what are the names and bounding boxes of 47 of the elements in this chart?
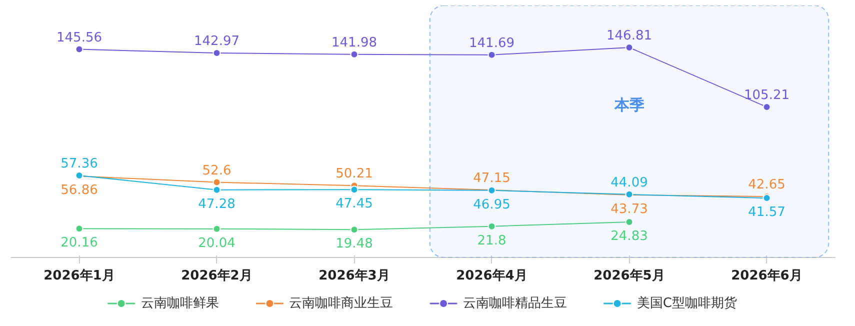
data-label: 46.95 [473, 197, 510, 212]
data-label: 42.65 [748, 177, 786, 192]
data-label: 57.36 [60, 156, 98, 172]
data-label: 56.86 [60, 183, 98, 198]
x-tick-label: 2026年2月 [181, 268, 252, 284]
data-label: 142.97 [194, 34, 240, 49]
data-label: 43.73 [610, 202, 648, 217]
x-tick-label: 2026年5月 [594, 268, 665, 284]
legend-label: 云南咖啡鲜果 [140, 296, 219, 311]
x-tick-label: 2026年4月 [456, 268, 528, 284]
point [762, 103, 771, 111]
point [212, 178, 221, 186]
data-label: 21.8 [477, 233, 506, 248]
point [350, 186, 358, 194]
legend-label: 美国C型咖啡期货 [636, 295, 737, 311]
point [212, 224, 221, 233]
data-label: 50.21 [336, 166, 373, 182]
point [75, 45, 84, 54]
point [75, 224, 84, 233]
legend-label: 云南咖啡商业生豆 [289, 296, 394, 311]
data-label: 19.48 [336, 236, 373, 252]
data-label: 41.57 [748, 205, 786, 220]
data-label: 146.81 [606, 28, 652, 44]
point [488, 222, 496, 230]
data-label: 24.83 [610, 228, 648, 244]
data-label: 141.98 [332, 35, 378, 50]
data-label: 20.04 [198, 236, 236, 251]
point [350, 50, 358, 58]
point [488, 50, 496, 59]
data-label: 105.21 [744, 88, 790, 104]
band-label: 本季 [613, 96, 644, 114]
point [212, 186, 221, 194]
data-label: 47.45 [336, 196, 373, 212]
data-label: 44.09 [610, 175, 648, 190]
legend-label: 云南咖啡精品生豆 [463, 296, 568, 311]
point [350, 226, 358, 234]
point [625, 44, 634, 52]
data-label: 20.16 [60, 236, 98, 251]
data-label: 145.56 [56, 30, 102, 46]
data-label: 47.15 [473, 171, 510, 186]
x-tick-label: 2026年3月 [318, 268, 390, 284]
data-label: 47.28 [198, 196, 236, 212]
x-tick-label: 2026年1月 [44, 268, 115, 284]
data-label: 141.69 [469, 36, 515, 51]
data-label: 52.6 [202, 163, 232, 178]
x-tick-label: 2026年6月 [731, 268, 802, 284]
point [212, 49, 221, 57]
